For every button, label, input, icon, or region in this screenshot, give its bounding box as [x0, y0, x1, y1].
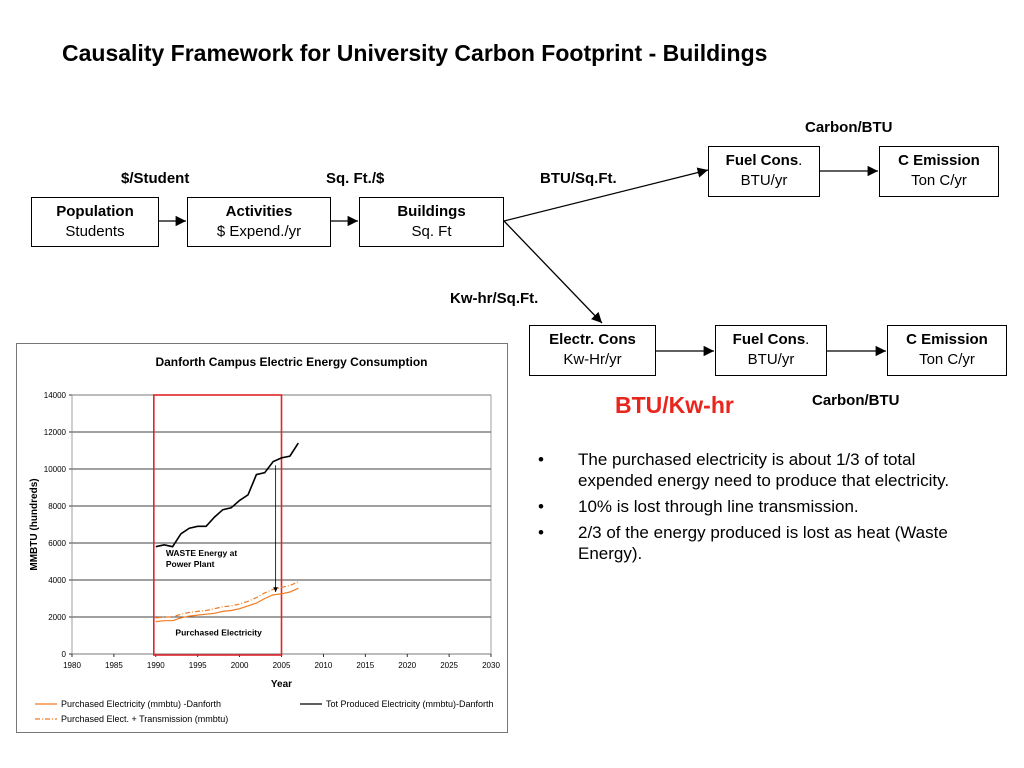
y-tick-label: 6000: [48, 539, 66, 548]
purchased-electricity-annotation: Purchased Electricity: [175, 628, 262, 638]
population-name: Population: [56, 203, 134, 220]
c-emission-top-unit: Ton C/yr: [911, 172, 967, 189]
arrow-buildings-fuel: [503, 167, 709, 222]
label-sqft-per-dollar: Sq. Ft./$: [326, 170, 385, 187]
y-axis-label: MMBTU (hundreds): [29, 478, 40, 570]
population-unit: Students: [65, 223, 125, 240]
y-tick-label: 0: [62, 650, 67, 659]
label-btu-sqft: BTU/Sq.Ft.: [540, 170, 617, 187]
fuel-cons-bottom-name: Fuel Cons.: [732, 331, 810, 348]
bullet-marker: •: [538, 497, 544, 516]
energy-chart: Danforth Campus Electric Energy Consumpt…: [29, 355, 500, 724]
buildings-unit: Sq. Ft: [411, 223, 452, 240]
chart-title: Danforth Campus Electric Energy Consumpt…: [155, 355, 427, 369]
label-carbon-btu-bottom: Carbon/BTU: [812, 392, 900, 409]
label-carbon-btu-top: Carbon/BTU: [805, 119, 893, 136]
label-kwhr-sqft: Kw-hr/Sq.Ft.: [450, 290, 539, 307]
c-emission-bottom-unit: Ton C/yr: [919, 351, 975, 368]
highlight-box: [153, 394, 283, 656]
legend-label-1: Tot Produced Electricity (mmbtu)-Danfort…: [326, 699, 494, 709]
y-tick-label: 10000: [44, 465, 67, 474]
c-emission-top-box: C Emission Ton C/yr: [879, 146, 999, 197]
fuel-cons-top-box: Fuel Cons. BTU/yr: [708, 146, 820, 197]
x-tick-label: 2015: [356, 661, 374, 670]
series-line-0: [155, 587, 299, 623]
activities-unit: $ Expend./yr: [216, 223, 302, 240]
bullet-list: • The purchased electricity is about 1/3…: [538, 449, 983, 569]
x-tick-label: 2005: [273, 661, 291, 670]
energy-chart-frame: Danforth Campus Electric Energy Consumpt…: [16, 343, 508, 733]
c-emission-bottom-box: C Emission Ton C/yr: [887, 325, 1007, 376]
x-tick-label: 2025: [440, 661, 458, 670]
arrow-buildings-electr: [503, 220, 603, 324]
x-tick-label: 2020: [398, 661, 416, 670]
activities-box: Activities $ Expend./yr: [187, 197, 331, 247]
buildings-box: Buildings Sq. Ft: [359, 197, 504, 247]
fuel-cons-top-unit: BTU/yr: [740, 172, 788, 189]
series-line-2: [155, 581, 299, 619]
electr-cons-name: Electr. Cons: [549, 331, 636, 348]
fuel-cons-bottom-box: Fuel Cons. BTU/yr: [715, 325, 827, 376]
population-box: Population Students: [31, 197, 159, 247]
legend-label-0: Purchased Electricity (mmbtu) -Danforth: [61, 699, 221, 709]
electr-cons-box: Electr. Cons Kw-Hr/yr: [529, 325, 656, 376]
label-btu-kwhr: BTU/Kw-hr: [615, 392, 734, 418]
x-tick-label: 2030: [482, 661, 500, 670]
c-emission-bottom-name: C Emission: [906, 331, 988, 348]
y-tick-label: 12000: [44, 428, 67, 437]
bullet-text: The purchased electricity is about 1/3 o…: [578, 450, 950, 490]
x-axis-label: Year: [271, 679, 292, 690]
waste-energy-annotation: WASTE Energy at Power Plant: [166, 548, 237, 569]
x-tick-label: 2010: [315, 661, 333, 670]
bullet-item: • The purchased electricity is about 1/3…: [538, 449, 983, 491]
buildings-name: Buildings: [397, 203, 466, 220]
y-tick-label: 4000: [48, 576, 66, 585]
y-tick-label: 8000: [48, 502, 66, 511]
x-tick-label: 1980: [63, 661, 81, 670]
x-tick-label: 2000: [231, 661, 249, 670]
x-tick-label: 1990: [147, 661, 165, 670]
bullet-marker: •: [538, 523, 544, 542]
series-line-1: [155, 442, 299, 548]
bullet-marker: •: [538, 450, 544, 469]
x-tick-label: 1995: [189, 661, 207, 670]
page-title: Causality Framework for University Carbo…: [62, 40, 768, 66]
legend-label-2: Purchased Elect. + Transmission (mmbtu): [61, 714, 228, 724]
bullet-item: • 2/3 of the energy produced is lost as …: [538, 522, 983, 564]
bullet-text: 2/3 of the energy produced is lost as he…: [578, 523, 948, 563]
c-emission-top-name: C Emission: [898, 152, 980, 169]
electr-cons-unit: Kw-Hr/yr: [563, 351, 622, 368]
fuel-cons-top-name: Fuel Cons.: [725, 152, 803, 169]
activities-name: Activities: [225, 203, 293, 220]
label-per-student: $/Student: [121, 170, 190, 187]
bullet-item: • 10% is lost through line transmission.: [538, 496, 983, 517]
fuel-cons-bottom-unit: BTU/yr: [747, 351, 795, 368]
y-tick-label: 14000: [44, 391, 67, 400]
bullet-text: 10% is lost through line transmission.: [578, 497, 859, 516]
y-tick-label: 2000: [48, 613, 66, 622]
x-tick-label: 1985: [105, 661, 123, 670]
